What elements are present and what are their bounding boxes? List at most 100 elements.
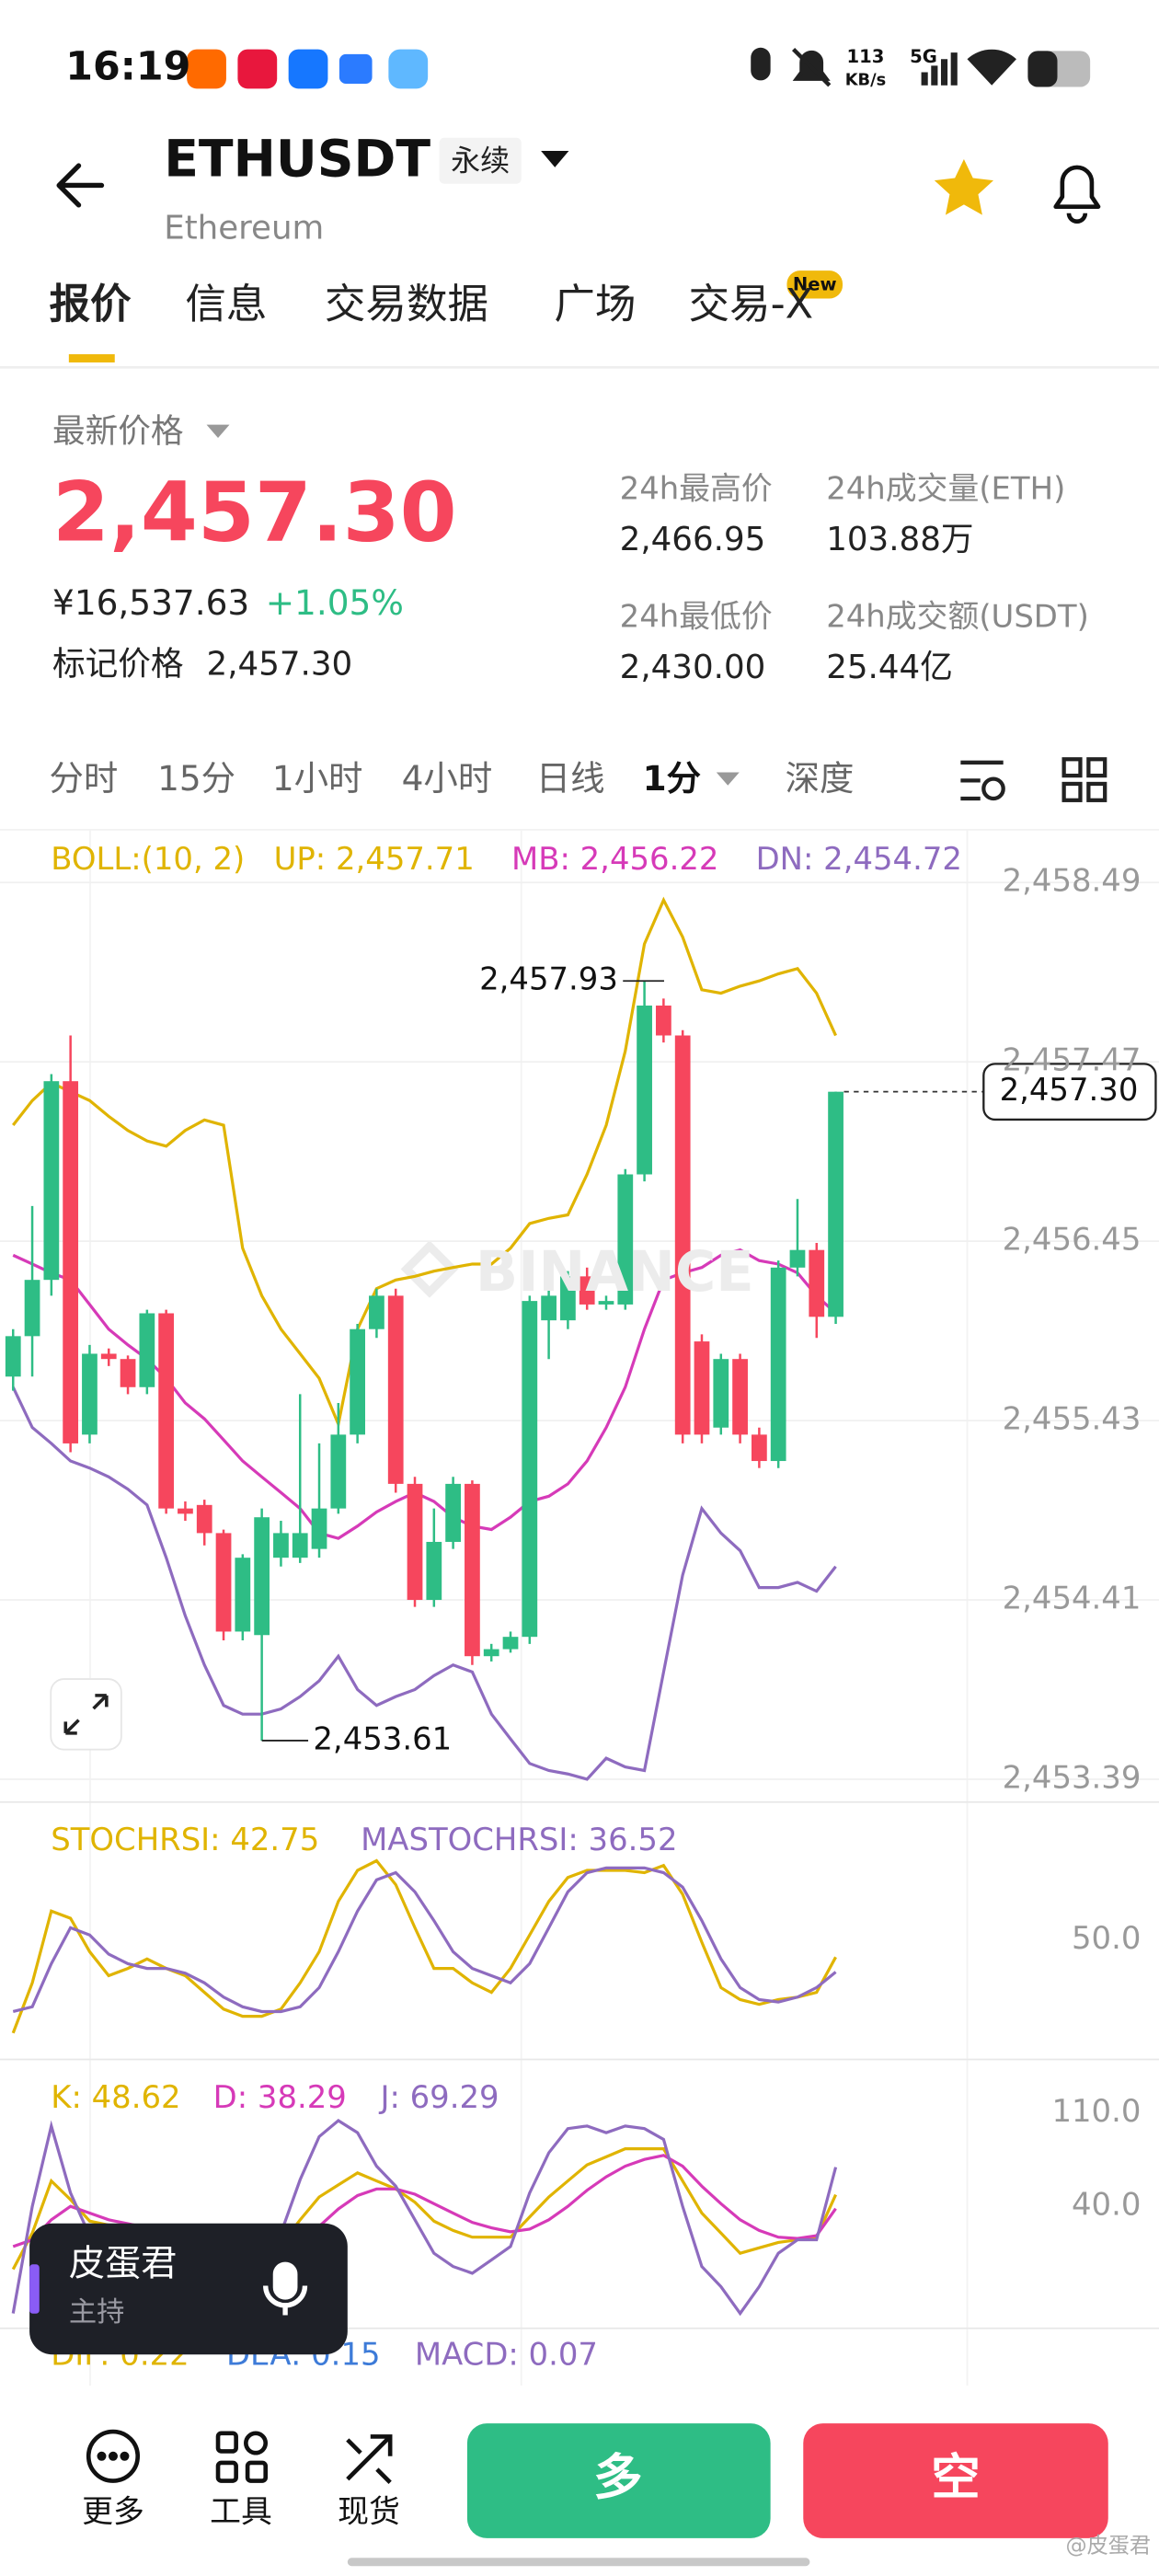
mark-label: 标记价格: [52, 646, 184, 684]
legend-entry: DN: 2,454.72: [756, 841, 962, 877]
mute-icon: [791, 47, 832, 87]
indicator-settings-icon[interactable]: [960, 760, 1005, 801]
tab[interactable]: 交易数据: [325, 280, 488, 328]
buy-label: 多: [593, 2448, 642, 2506]
candle-body: [713, 1359, 729, 1428]
mark-price: 2,457.30: [207, 646, 353, 684]
interval-tab[interactable]: 1小时: [272, 758, 363, 799]
indicator-line: [11, 1386, 837, 1781]
candle-body: [100, 1353, 117, 1360]
price-dropdown[interactable]: [206, 424, 230, 438]
candle-body: [656, 1006, 671, 1036]
low-label: 2,453.61: [313, 1720, 452, 1756]
high-label: 2,457.93: [479, 961, 618, 997]
y-tick-label: 2,455.43: [1003, 1401, 1142, 1437]
interval-tab[interactable]: 深度: [786, 758, 855, 799]
expand-icon: [63, 1694, 109, 1735]
wifi-icon: [967, 49, 1016, 86]
host-mic[interactable]: [263, 2261, 308, 2316]
tag-bg: [439, 137, 522, 184]
more-icon[interactable]: [86, 2429, 141, 2483]
legend-entry: UP: 2,457.71: [274, 841, 475, 877]
host-role: 主持: [69, 2296, 125, 2329]
legend-entry: MASTOCHRSI: 36.52: [361, 1822, 677, 1857]
candle-body: [24, 1280, 40, 1337]
candle-body: [598, 1301, 614, 1305]
stat-value: 2,466.95: [620, 521, 766, 558]
battery-level: [1027, 51, 1058, 87]
tab[interactable]: 交易-X: [689, 280, 814, 328]
tab[interactable]: 信息: [185, 280, 267, 328]
tools-icon[interactable]: [215, 2431, 269, 2483]
candle-body: [350, 1328, 365, 1435]
candle-body: [732, 1359, 748, 1435]
buy-button[interactable]: [466, 2423, 771, 2538]
favorite-star[interactable]: [934, 158, 993, 215]
candle-body: [579, 1276, 595, 1305]
candle-body: [139, 1313, 155, 1387]
watermark: BINANCE: [476, 1240, 754, 1305]
user-watermark: @皮蛋君: [1065, 2534, 1151, 2558]
legend-entry: MB: 2,456.22: [511, 841, 718, 877]
legend-entry: STOCHRSI: 42.75: [51, 1822, 319, 1857]
symbol-dropdown[interactable]: [541, 151, 569, 167]
candle-body: [541, 1295, 557, 1321]
indicator-line: [12, 1866, 837, 2014]
candle-body: [445, 1483, 461, 1542]
y-tick-label: 2,457.47: [1003, 1042, 1142, 1078]
price-label: 最新价格: [52, 413, 184, 451]
app-icon: [187, 49, 226, 89]
indicator-line: [11, 896, 838, 1430]
contract-tag: 永续: [451, 144, 510, 178]
interval-dropdown[interactable]: [716, 772, 740, 786]
interval-tab[interactable]: 分时: [49, 758, 118, 799]
interval-tab[interactable]: 1分: [643, 758, 701, 799]
interval-tab[interactable]: 15分: [157, 758, 235, 799]
indicator-name: BOLL:(10, 2): [51, 841, 245, 877]
candle-body: [828, 1091, 843, 1317]
candle-body: [770, 1267, 786, 1462]
symbol: ETHUSDT: [164, 131, 430, 190]
candle-body: [82, 1353, 98, 1435]
candle-body: [43, 1081, 60, 1281]
interval-tab[interactable]: 4小时: [402, 758, 493, 799]
tab[interactable]: 报价: [49, 280, 132, 328]
expand-button[interactable]: [50, 1678, 122, 1751]
spot-icon[interactable]: [346, 2434, 393, 2484]
toolbar-label: 更多: [82, 2494, 144, 2530]
candle-body: [178, 1508, 193, 1514]
candle-body: [5, 1336, 21, 1377]
interval-tab[interactable]: 日线: [536, 758, 605, 799]
y-tick-label: 2,454.41: [1003, 1581, 1142, 1616]
tab-underline: [68, 354, 115, 362]
y-tick-label: 2,458.49: [1003, 863, 1142, 899]
candle-body: [483, 1649, 499, 1657]
y-tick-label: 40.0: [1072, 2187, 1141, 2223]
macd-legend: MACD: 0.07: [415, 2337, 598, 2373]
toolbar-label: 现货: [338, 2494, 400, 2530]
y-tick-label: 50.0: [1072, 1920, 1141, 1956]
bell-icon[interactable]: [1053, 165, 1101, 224]
toolbar-label: 工具: [210, 2494, 272, 2530]
host-card[interactable]: [29, 2223, 348, 2355]
stat-value: 25.44亿: [826, 649, 953, 686]
legend-entry: K: 48.62: [51, 2079, 180, 2115]
candle-body: [196, 1504, 212, 1534]
y-tick-label: 110.0: [1051, 2093, 1141, 2129]
candle-body: [215, 1533, 232, 1632]
net-speed: 113: [847, 46, 885, 67]
candle-body: [330, 1434, 347, 1509]
stat-label: 24h成交量(ETH): [826, 470, 1065, 506]
candle-body: [254, 1517, 270, 1636]
candle-body: [674, 1035, 691, 1435]
candle-body: [560, 1276, 576, 1321]
back-button[interactable]: [56, 163, 105, 208]
layout-icon[interactable]: [1061, 757, 1107, 802]
home-indicator: [347, 2558, 810, 2567]
candle-body: [752, 1434, 767, 1462]
candle-body: [426, 1541, 442, 1601]
sell-button[interactable]: [803, 2423, 1108, 2538]
tab[interactable]: 广场: [554, 280, 636, 328]
stat-value: 103.88万: [826, 521, 973, 558]
